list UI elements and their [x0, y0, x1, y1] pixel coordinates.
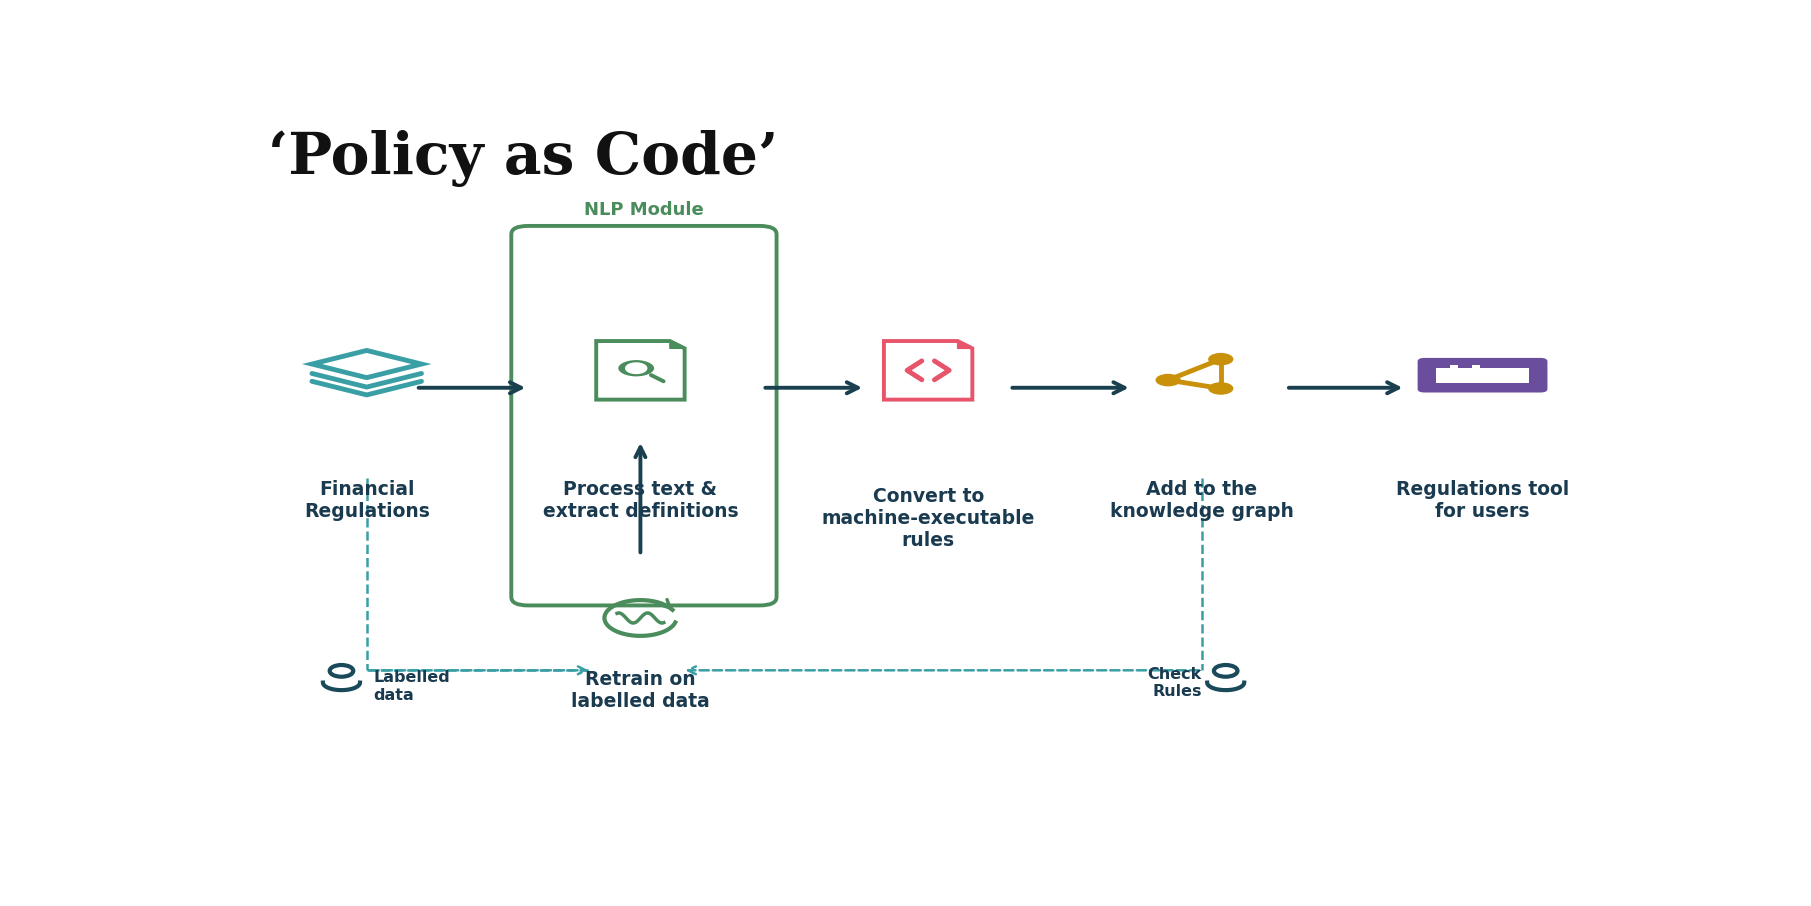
Polygon shape	[884, 341, 973, 400]
Circle shape	[618, 359, 656, 378]
Circle shape	[1155, 374, 1181, 386]
FancyBboxPatch shape	[1472, 365, 1480, 369]
Text: Add to the
knowledge graph: Add to the knowledge graph	[1110, 480, 1293, 521]
Text: Labelled
data: Labelled data	[373, 670, 451, 703]
Text: Check
Rules: Check Rules	[1148, 667, 1203, 699]
Circle shape	[625, 363, 647, 373]
FancyBboxPatch shape	[1451, 365, 1458, 369]
Text: ‘Policy as Code’: ‘Policy as Code’	[268, 130, 779, 187]
Polygon shape	[958, 341, 973, 348]
FancyBboxPatch shape	[511, 226, 777, 605]
Text: Convert to
machine-executable
rules: Convert to machine-executable rules	[822, 487, 1034, 550]
Text: Financial
Regulations: Financial Regulations	[304, 480, 429, 521]
Polygon shape	[670, 341, 685, 348]
Polygon shape	[596, 341, 685, 400]
Circle shape	[1208, 352, 1233, 365]
Circle shape	[1208, 382, 1233, 395]
Text: NLP Module: NLP Module	[585, 201, 704, 219]
FancyBboxPatch shape	[1436, 368, 1528, 383]
Text: Retrain on
labelled data: Retrain on labelled data	[570, 670, 710, 711]
FancyBboxPatch shape	[1418, 358, 1547, 392]
Text: Regulations tool
for users: Regulations tool for users	[1396, 480, 1568, 521]
Text: Process text &
extract definitions: Process text & extract definitions	[543, 480, 739, 521]
